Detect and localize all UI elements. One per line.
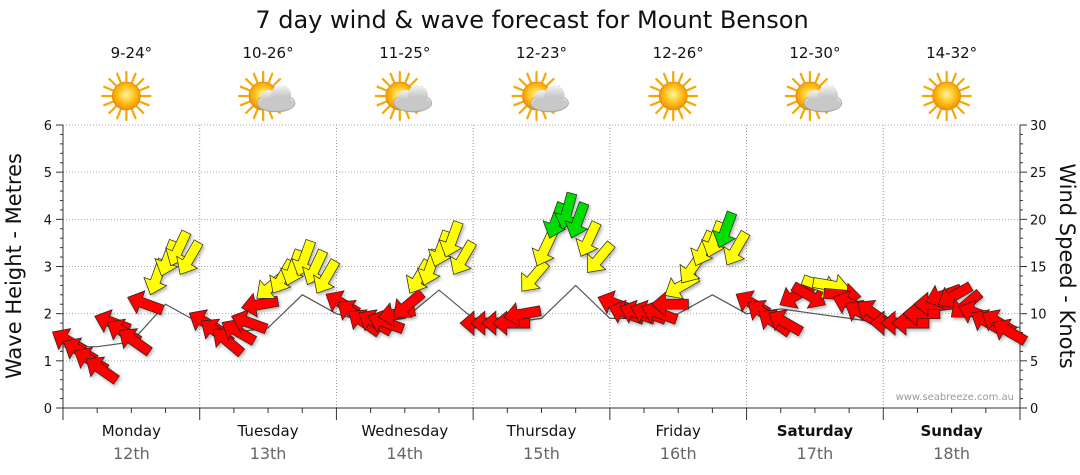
right-tick-label: 5 <box>1030 355 1038 370</box>
right-tick-label: 20 <box>1030 213 1047 228</box>
day-date-label: 16th <box>660 444 697 463</box>
wind-arrow <box>393 288 426 318</box>
cloud-shape <box>256 85 296 113</box>
day-labels: Monday 12th Tuesday 13th Wednesday 14th Thursd… <box>102 422 983 463</box>
wind-arrows-series <box>52 191 1029 385</box>
temperature-label: 9-24° <box>111 44 153 62</box>
right-axis-ticks: 0 5 10 15 20 25 30 <box>1020 119 1047 417</box>
temperature-label: 12-30° <box>789 44 840 62</box>
right-tick-label: 10 <box>1030 308 1047 323</box>
cloud-shape <box>803 85 843 113</box>
grid <box>63 124 1020 408</box>
right-tick-label: 15 <box>1030 261 1047 276</box>
wind-arrow <box>313 258 341 294</box>
partly-cloudy-icon <box>784 70 843 122</box>
wind-arrow <box>176 239 204 275</box>
wind-arrow <box>992 318 1029 346</box>
wind-arrow <box>768 309 804 337</box>
partly-cloudy-icon <box>511 70 569 122</box>
wind-arrow <box>723 229 751 266</box>
day-name-label: Thursday <box>506 422 577 440</box>
left-tick-label: 2 <box>44 308 52 323</box>
day-name-label: Monday <box>102 422 161 440</box>
wind-arrow <box>542 201 568 239</box>
left-tick-label: 6 <box>44 119 52 134</box>
wind-arrow <box>575 220 602 257</box>
right-axis-title: Wind Speed - Knots <box>1055 163 1079 368</box>
day-date-label: 13th <box>250 444 287 463</box>
partly-cloudy-icon <box>374 70 433 122</box>
wind-arrow <box>586 240 616 273</box>
wind-arrow <box>154 238 180 277</box>
chart-title: 7 day wind & wave forecast for Mount Ben… <box>255 6 808 34</box>
left-tick-label: 0 <box>44 402 52 417</box>
wind-arrow <box>712 210 738 249</box>
wind-arrow <box>427 229 453 267</box>
left-tick-label: 1 <box>44 355 52 370</box>
credit-label: www.seabreeze.com.au <box>896 392 1014 403</box>
wind-arrow <box>280 248 305 286</box>
day-date-label: 14th <box>386 444 423 463</box>
wind-arrow <box>492 310 531 336</box>
wind-arrow <box>701 220 727 258</box>
left-tick-label: 3 <box>44 261 52 276</box>
day-name-label: Sunday <box>920 422 983 440</box>
day-name-label: Saturday <box>777 422 854 440</box>
sun-rays <box>648 70 699 122</box>
left-axis-ticks: 0 1 2 3 4 5 6 <box>44 119 63 417</box>
cloud-shape <box>393 85 433 113</box>
day-date-label: 18th <box>933 444 970 463</box>
left-tick-label: 4 <box>44 213 52 228</box>
day-name-label: Friday <box>655 422 701 440</box>
sun-rays <box>101 70 152 122</box>
cloud-shape <box>530 85 569 113</box>
sunny-icon <box>648 70 699 122</box>
left-tick-label: 5 <box>44 166 52 181</box>
right-tick-label: 25 <box>1030 166 1047 181</box>
day-date-label: 17th <box>797 444 834 463</box>
wind-arrow <box>503 302 542 328</box>
temperature-label: 12-26° <box>653 44 704 62</box>
right-tick-label: 0 <box>1030 402 1038 417</box>
wind-arrow <box>240 292 280 318</box>
wind-arrow <box>564 201 590 239</box>
wind-arrow <box>127 290 165 316</box>
temperature-label: 12-23° <box>516 44 567 62</box>
wind-arrow <box>118 328 153 357</box>
day-date-label: 15th <box>523 444 560 463</box>
left-axis-title: Wave Height - Metres <box>2 153 26 379</box>
wind-arrow <box>521 259 550 292</box>
day-date-label: 12th <box>113 444 150 463</box>
wind-arrow <box>85 356 120 385</box>
partly-cloudy-icon <box>237 70 296 122</box>
sunny-icon <box>101 70 152 122</box>
wind-arrow <box>449 239 477 275</box>
sun-rays <box>921 70 972 122</box>
x-axis-ticks <box>62 408 1021 420</box>
day-name-label: Tuesday <box>237 422 299 440</box>
day-name-label: Wednesday <box>361 422 448 440</box>
temperature-label: 10-26° <box>243 44 294 62</box>
weather-row: 9-24° 10-26° 11-25° 12-23° 12-26° 12-30° 14-32… <box>101 44 977 122</box>
right-tick-label: 30 <box>1030 119 1047 134</box>
sunny-icon <box>921 70 972 122</box>
temperature-label: 11-25° <box>379 44 430 62</box>
temperature-label: 14-32° <box>926 44 977 62</box>
wind-arrow <box>438 220 464 258</box>
